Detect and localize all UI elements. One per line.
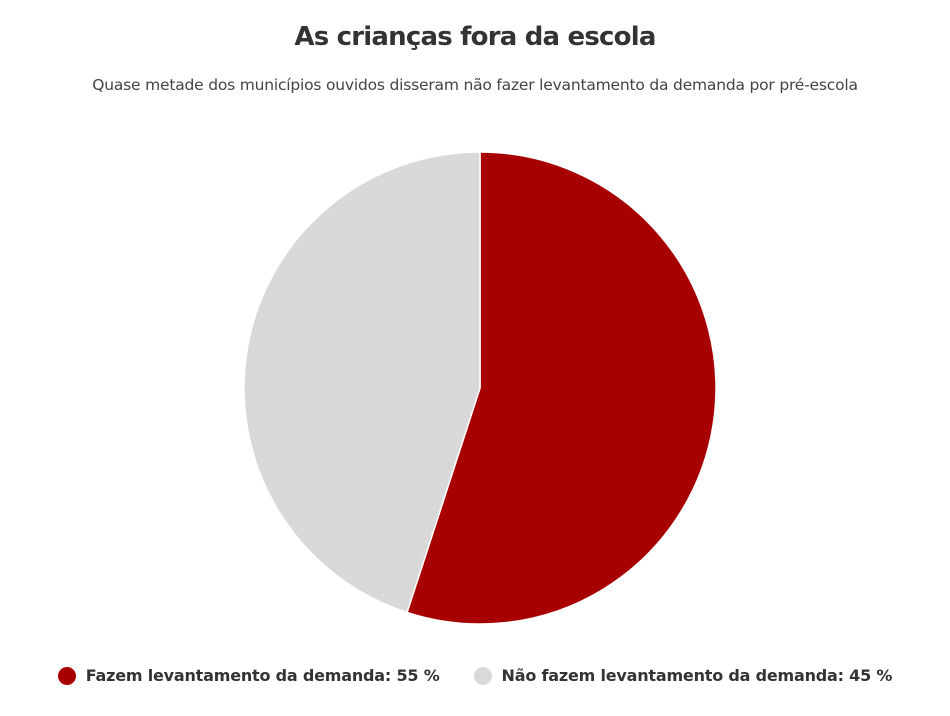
- legend-label-nao-fazem: Não fazem levantamento da demanda: 45 %: [501, 666, 893, 685]
- legend-marker-nao-fazem: [473, 666, 492, 685]
- pie-chart: [243, 151, 717, 625]
- legend-marker-fazem: [57, 666, 76, 685]
- chart-title: As crianças fora da escola: [294, 22, 656, 52]
- legend-item-nao-fazem[interactable]: Não fazem levantamento da demanda: 45 %: [473, 666, 893, 685]
- legend-item-fazem[interactable]: Fazem levantamento da demanda: 55 %: [57, 666, 440, 685]
- legend-label-fazem: Fazem levantamento da demanda: 55 %: [85, 666, 440, 685]
- legend: Fazem levantamento da demanda: 55 % Não …: [0, 666, 950, 685]
- chart-subtitle: Quase metade dos municípios ouvidos diss…: [92, 76, 858, 94]
